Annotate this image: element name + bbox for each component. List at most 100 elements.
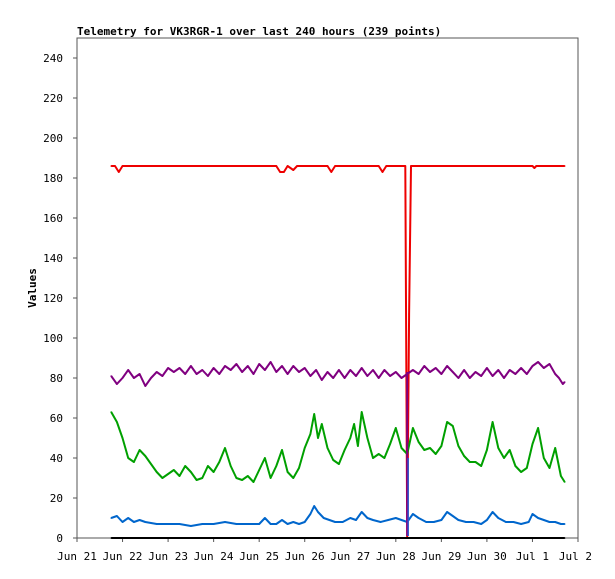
data-point xyxy=(531,443,534,445)
data-point xyxy=(190,471,192,473)
data-point xyxy=(508,369,511,371)
data-point xyxy=(360,367,363,369)
data-point xyxy=(309,375,312,377)
data-point xyxy=(144,455,147,457)
data-point xyxy=(281,449,283,451)
data-point xyxy=(173,371,175,373)
data-point xyxy=(332,459,335,461)
data-point xyxy=(349,437,352,439)
data-point xyxy=(531,513,534,515)
data-point xyxy=(548,467,551,469)
data-point xyxy=(353,423,355,425)
data-point xyxy=(118,171,120,173)
data-point xyxy=(286,373,289,375)
data-point xyxy=(440,373,443,375)
data-point xyxy=(286,523,289,525)
series-layer xyxy=(110,165,566,539)
data-point xyxy=(417,373,420,375)
series-5 xyxy=(110,537,566,539)
data-point xyxy=(167,367,169,369)
data-point xyxy=(526,373,528,375)
data-point xyxy=(349,369,352,371)
data-point xyxy=(343,449,346,451)
data-point xyxy=(121,521,124,523)
data-point xyxy=(452,515,454,517)
data-point xyxy=(433,521,435,523)
data-point xyxy=(543,519,545,521)
data-point xyxy=(127,517,129,519)
data-point xyxy=(298,467,300,469)
data-point xyxy=(326,371,329,373)
data-point xyxy=(412,427,414,429)
y-tick-label: 0 xyxy=(56,532,63,545)
x-tick-label: Jun 30 xyxy=(467,550,507,563)
x-tick-label: Jul 2 xyxy=(559,550,592,563)
data-point xyxy=(480,465,483,467)
data-point xyxy=(218,461,221,463)
data-point xyxy=(408,313,410,315)
data-point xyxy=(275,465,278,467)
data-point xyxy=(446,365,448,367)
data-point xyxy=(410,165,412,167)
data-point xyxy=(341,521,344,523)
data-point xyxy=(258,523,261,525)
data-point xyxy=(404,165,407,167)
data-point xyxy=(486,367,488,369)
data-point xyxy=(121,437,124,439)
data-point xyxy=(497,369,500,371)
data-point xyxy=(463,455,465,457)
x-tick-label: Jun 25 xyxy=(239,550,279,563)
data-point xyxy=(235,477,238,479)
data-point xyxy=(317,437,319,439)
data-point xyxy=(355,519,357,521)
series-1 xyxy=(110,165,566,539)
data-point xyxy=(247,475,249,477)
data-point xyxy=(520,523,522,525)
data-point xyxy=(537,517,539,519)
data-point xyxy=(526,467,528,469)
y-tick-label: 160 xyxy=(43,212,63,225)
x-tick-label: Jun 21 xyxy=(57,550,97,563)
data-point xyxy=(184,465,186,467)
data-point xyxy=(275,523,278,525)
data-point xyxy=(520,471,522,473)
series-line xyxy=(110,361,566,387)
data-point xyxy=(491,421,494,423)
data-point xyxy=(269,361,272,363)
data-point xyxy=(383,369,386,371)
data-point xyxy=(252,481,255,483)
y-tick-label: 200 xyxy=(43,132,63,145)
data-point xyxy=(372,457,374,459)
data-point xyxy=(292,477,295,479)
data-point xyxy=(400,377,403,379)
data-point xyxy=(503,457,505,459)
data-point xyxy=(434,367,437,369)
data-point xyxy=(472,521,475,523)
data-point xyxy=(201,523,204,525)
data-point xyxy=(224,521,226,523)
data-point xyxy=(412,513,414,515)
data-point xyxy=(330,171,333,173)
data-point xyxy=(457,377,460,379)
data-point xyxy=(133,521,135,523)
data-point xyxy=(184,373,186,375)
data-point xyxy=(286,165,289,167)
data-point xyxy=(133,377,135,379)
data-point xyxy=(440,519,443,521)
data-point xyxy=(486,519,488,521)
data-point xyxy=(114,165,116,167)
data-point xyxy=(313,505,316,507)
data-point xyxy=(355,375,357,377)
y-axis-ticks: 0 20 40 60 80 100 120 140 160 180 200 220 240 xyxy=(43,52,77,545)
data-point xyxy=(269,477,272,479)
data-point xyxy=(150,377,152,379)
series-line xyxy=(110,411,566,483)
x-axis-ticks: Jun 21 Jun 22 Jun 23 Jun 24 Jun 25 Jun 26 Jun … xyxy=(57,538,592,563)
data-point xyxy=(321,379,323,381)
data-point xyxy=(303,447,306,449)
data-point xyxy=(389,443,391,445)
data-point xyxy=(110,537,112,539)
data-point xyxy=(286,471,289,473)
data-point xyxy=(201,369,204,371)
data-point xyxy=(121,165,124,167)
